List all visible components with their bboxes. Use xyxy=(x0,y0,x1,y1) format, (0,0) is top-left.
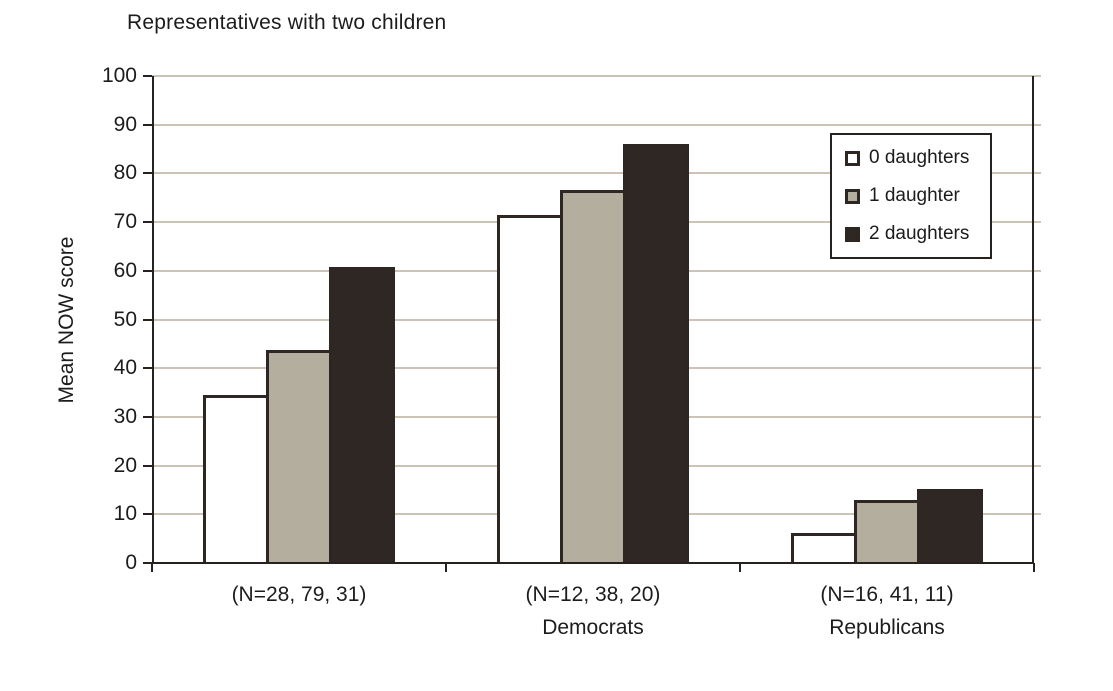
y-axis-line xyxy=(152,76,154,563)
bar-0-daughters-group-1 xyxy=(202,395,269,563)
y-axis-title: Mean NOW score xyxy=(55,236,78,404)
x-label-party xyxy=(152,616,446,640)
y-tick-mark-0 xyxy=(143,562,152,564)
x-label-n-counts: (N=16, 41, 11) xyxy=(820,583,954,606)
x-label-group-2: (N=12, 38, 20) Democrats xyxy=(446,583,740,640)
y-tick-mark-60 xyxy=(143,269,152,272)
bar-2-daughters-group-2 xyxy=(622,144,689,563)
y-tick-label-90: 90 xyxy=(113,112,137,136)
bar-0-daughters-group-3 xyxy=(790,533,857,563)
y-tick-mark-90 xyxy=(143,123,152,126)
x-label-group-1: (N=28, 79, 31) xyxy=(152,583,446,640)
plot-area xyxy=(143,75,1041,572)
chart-title: Representatives with two children xyxy=(127,11,447,34)
bar-1-daughter-group-2 xyxy=(559,189,626,563)
x-label-n-counts: (N=28, 79, 31) xyxy=(231,583,367,606)
legend-row-2-daughters: 2 daughters xyxy=(845,223,980,245)
legend-row-0-daughters: 0 daughters xyxy=(845,147,980,169)
y-tick-mark-80 xyxy=(143,172,152,175)
gridline-90 xyxy=(152,123,1041,126)
x-axis-labels: (N=28, 79, 31) (N=12, 38, 20) Democrats (N=… xyxy=(152,583,1034,653)
y-tick-label-100: 100 xyxy=(101,64,137,87)
bar-1-daughter-group-3 xyxy=(853,499,920,563)
bar-group-1 xyxy=(152,76,446,563)
y-tick-mark-70 xyxy=(143,221,152,224)
bar-2-daughters-group-1 xyxy=(328,266,395,563)
legend-swatch-icon xyxy=(845,150,860,166)
bar-1-daughter-group-1 xyxy=(265,350,332,563)
y-tick-mark-100 xyxy=(143,75,152,77)
y-tick-mark-40 xyxy=(143,367,152,370)
x-label-party: Democrats xyxy=(542,616,644,639)
bar-group-2 xyxy=(446,76,740,563)
y-tick-mark-30 xyxy=(143,415,152,418)
x-tick-mark-0 xyxy=(151,563,153,572)
y-tick-mark-10 xyxy=(143,513,152,516)
legend-label: 2 daughters xyxy=(869,223,970,244)
y-tick-label-20: 20 xyxy=(113,453,137,477)
x-axis-line xyxy=(143,562,1034,564)
y-tick-mark-20 xyxy=(143,464,152,467)
bar-2-daughters-group-3 xyxy=(916,488,983,563)
y-tick-label-0: 0 xyxy=(125,551,137,574)
gridline-80 xyxy=(152,172,1041,175)
y-tick-label-60: 60 xyxy=(113,258,137,282)
legend-swatch-icon xyxy=(845,226,860,242)
plot-right-border xyxy=(1032,76,1034,563)
x-label-group-3: (N=16, 41, 11) Republicans xyxy=(740,583,1034,640)
x-label-n-counts: (N=12, 38, 20) xyxy=(525,583,661,606)
y-tick-label-30: 30 xyxy=(113,404,137,428)
y-tick-label-50: 50 xyxy=(113,307,137,331)
gridline-100 xyxy=(152,75,1041,77)
y-tick-label-70: 70 xyxy=(113,210,137,234)
legend-label: 1 daughter xyxy=(869,185,960,206)
y-tick-label-80: 80 xyxy=(113,161,137,185)
x-tick-mark-3 xyxy=(1033,563,1035,572)
legend-label: 0 daughters xyxy=(869,147,970,168)
y-tick-label-10: 10 xyxy=(113,502,137,526)
legend-swatch-icon xyxy=(845,188,860,204)
x-label-party: Republicans xyxy=(829,616,945,639)
x-tick-mark-1 xyxy=(444,563,447,572)
legend-row-1-daughter: 1 daughter xyxy=(845,185,980,207)
y-tick-mark-50 xyxy=(143,318,152,321)
x-tick-mark-2 xyxy=(738,563,741,572)
legend: 0 daughters 1 daughter 2 daughters xyxy=(830,133,992,259)
y-tick-label-40: 40 xyxy=(113,356,137,380)
bar-0-daughters-group-2 xyxy=(496,214,563,563)
bar-group-3 xyxy=(740,76,1034,563)
